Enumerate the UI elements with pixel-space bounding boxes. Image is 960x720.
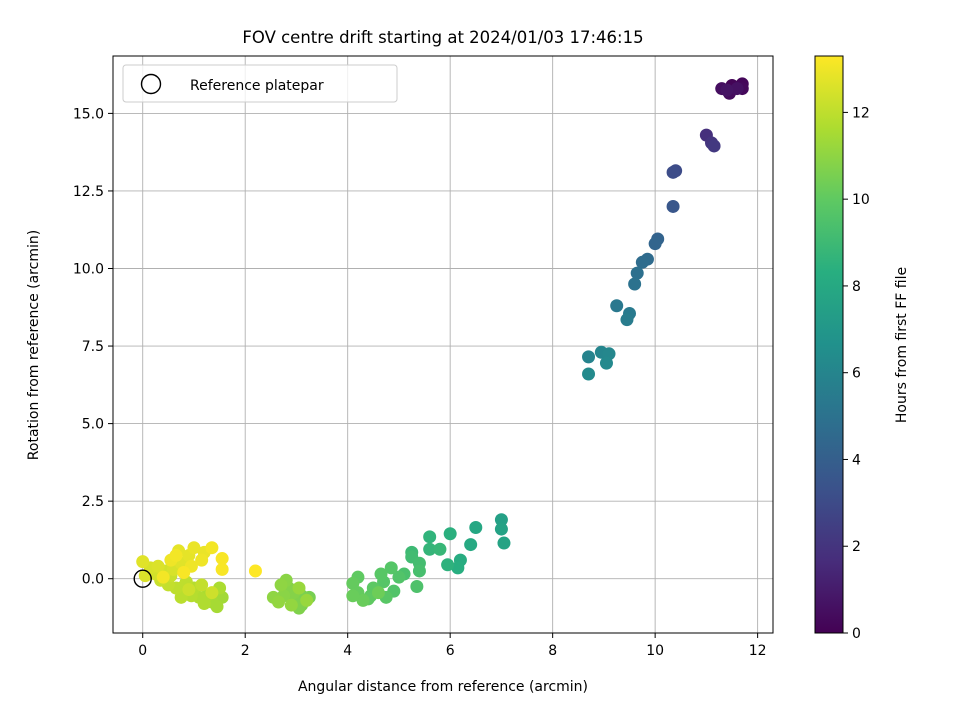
scatter-point <box>374 567 388 581</box>
scatter-point <box>494 522 508 536</box>
x-axis-label: Angular distance from reference (arcmin) <box>298 679 588 695</box>
scatter-point <box>169 548 183 562</box>
scatter-point <box>272 595 286 609</box>
scatter-point <box>666 165 680 179</box>
x-tick-label: 2 <box>241 643 250 659</box>
scatter-point <box>443 527 457 541</box>
scatter-point <box>392 570 406 584</box>
y-tick-label: 15.0 <box>73 106 104 122</box>
scatter-point <box>410 579 424 593</box>
scatter-point <box>177 566 191 580</box>
scatter-point <box>248 564 262 578</box>
scatter-point <box>630 266 644 280</box>
scatter-point <box>151 559 165 573</box>
colorbar-tick-label: 0 <box>852 626 861 642</box>
x-tick-label: 0 <box>138 643 147 659</box>
scatter-point <box>494 513 508 527</box>
legend-marker-icon <box>140 73 162 95</box>
scatter-point <box>423 530 437 544</box>
scatter-point <box>720 83 734 97</box>
scatter-point <box>707 139 721 153</box>
colorbar-tick-label: 2 <box>852 539 861 555</box>
legend-entry-reference-platepar: Reference platepar <box>190 78 324 94</box>
y-axis-ticks: 0.0 2.5 5.0 7.5 10.0 12.5 15.0 <box>73 106 113 588</box>
scatter-point <box>582 350 596 364</box>
scatter-point <box>205 541 219 555</box>
plot-frame <box>112 55 774 634</box>
scatter-point <box>215 552 229 566</box>
reference-platepar-marker <box>133 569 152 588</box>
x-tick-label: 12 <box>749 643 767 659</box>
colorbar-gradient <box>814 55 844 634</box>
scatter-point <box>582 367 596 381</box>
scatter-points <box>136 77 749 615</box>
scatter-point <box>384 561 398 575</box>
scatter-point <box>648 237 662 251</box>
colorbar: 0 2 4 6 8 10 12 Hours from first FF file <box>814 55 910 642</box>
scatter-point <box>599 356 613 370</box>
x-tick-label: 4 <box>343 643 352 659</box>
scatter-point <box>441 558 455 572</box>
y-tick-label: 10.0 <box>73 261 104 277</box>
scatter-point <box>412 564 426 578</box>
y-tick-label: 7.5 <box>82 339 104 355</box>
scatter-point <box>610 299 624 313</box>
scatter-point <box>205 586 219 600</box>
grid-lines <box>113 56 773 633</box>
scatter-point <box>371 586 385 600</box>
scatter-point <box>156 570 170 584</box>
y-tick-label: 12.5 <box>73 184 104 200</box>
scatter-point <box>666 199 680 213</box>
scatter-point <box>284 598 298 612</box>
colorbar-ticks: 0 2 4 6 8 10 12 <box>843 105 870 642</box>
scatter-point <box>182 583 196 597</box>
x-axis-ticks: 0 2 4 6 8 10 12 <box>138 633 767 659</box>
scatter-point <box>620 313 634 327</box>
y-tick-label: 0.0 <box>82 572 104 588</box>
scatter-point <box>356 593 370 607</box>
scatter-point <box>274 578 288 592</box>
scatter-point <box>195 553 209 567</box>
y-axis-label: Rotation from reference (arcmin) <box>26 230 42 460</box>
scatter-point <box>451 561 465 575</box>
legend-box <box>122 64 398 103</box>
scatter-point <box>215 562 229 576</box>
x-tick-label: 8 <box>548 643 557 659</box>
scatter-point <box>628 277 642 291</box>
y-tick-label: 5.0 <box>82 417 104 433</box>
scatter-point <box>469 521 483 535</box>
scatter-point <box>464 538 478 552</box>
scatter-point <box>346 589 360 603</box>
scatter-point <box>195 578 209 592</box>
colorbar-tick-label: 8 <box>852 279 861 295</box>
legend: Reference platepar <box>122 64 398 103</box>
x-tick-label: 6 <box>446 643 455 659</box>
scatter-point <box>635 255 649 269</box>
colorbar-tick-label: 10 <box>852 192 870 208</box>
y-tick-label: 2.5 <box>82 494 104 510</box>
scatter-point <box>292 581 306 595</box>
scatter-point <box>300 593 314 607</box>
scatter-point <box>136 555 150 569</box>
scatter-point <box>433 542 447 556</box>
scatter-point <box>423 542 437 556</box>
scatter-point <box>187 541 201 555</box>
colorbar-tick-label: 4 <box>852 452 861 468</box>
colorbar-label: Hours from first FF file <box>894 267 910 423</box>
scatter-point <box>730 82 744 96</box>
scatter-point <box>497 536 511 550</box>
colorbar-tick-label: 6 <box>852 366 861 382</box>
chart-title: FOV centre drift starting at 2024/01/03 … <box>242 28 643 47</box>
colorbar-tick-label: 12 <box>852 105 870 121</box>
x-tick-label: 10 <box>646 643 664 659</box>
